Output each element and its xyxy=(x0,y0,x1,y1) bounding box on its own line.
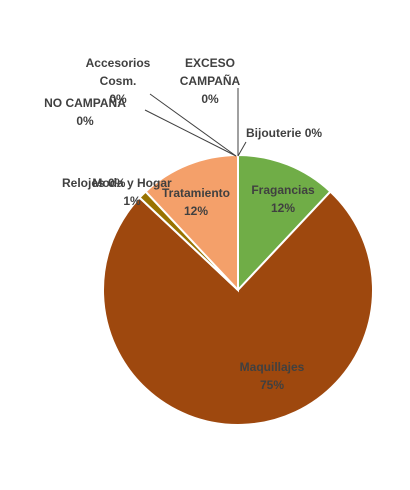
slice-value: 0% xyxy=(304,126,323,140)
pie-slice xyxy=(102,190,374,426)
slice-value: 0% xyxy=(201,92,219,106)
slice-value: 0% xyxy=(76,114,94,128)
slice-label: Relojes 0% xyxy=(62,174,142,192)
slice-name: Bijouterie xyxy=(246,126,302,140)
leader-line xyxy=(237,141,247,157)
slice-label: NO CAMPAÑA 0% xyxy=(40,94,130,130)
slice-label: Moda y Hogar 1% xyxy=(92,174,172,210)
slice-label: EXCESO CAMPAÑA 0% xyxy=(170,54,250,108)
slice-label: Fragancias 12% xyxy=(238,181,328,217)
slice-value: 75% xyxy=(259,378,285,392)
slice-name: Moda y Hogar xyxy=(92,176,172,190)
leader-line xyxy=(144,109,237,157)
slice-value: 1% xyxy=(123,194,141,208)
leader-line xyxy=(149,93,237,157)
slice-name: Tratamiento xyxy=(161,186,230,200)
slice-label: Maquillajes 75% xyxy=(222,358,322,394)
slice-name: Accesorios Cosm. xyxy=(85,56,151,88)
slice-label: Accesorios Cosm. 0% xyxy=(78,54,158,108)
slice-name: EXCESO CAMPAÑA xyxy=(179,56,241,88)
slice-name: Relojes xyxy=(62,176,105,190)
slice-label: Bijouterie 0% xyxy=(246,124,366,142)
slice-name: Maquillajes xyxy=(239,360,305,374)
slice-value: 0% xyxy=(109,92,127,106)
slice-label: Tratamiento 12% xyxy=(152,184,240,220)
slice-value: 0% xyxy=(108,176,126,190)
slice-name: Fragancias xyxy=(251,183,315,197)
slice-value: 12% xyxy=(270,201,296,215)
pie-slice xyxy=(237,153,332,293)
slice-name: NO CAMPAÑA xyxy=(44,96,126,110)
slice-value: 12% xyxy=(183,204,209,218)
